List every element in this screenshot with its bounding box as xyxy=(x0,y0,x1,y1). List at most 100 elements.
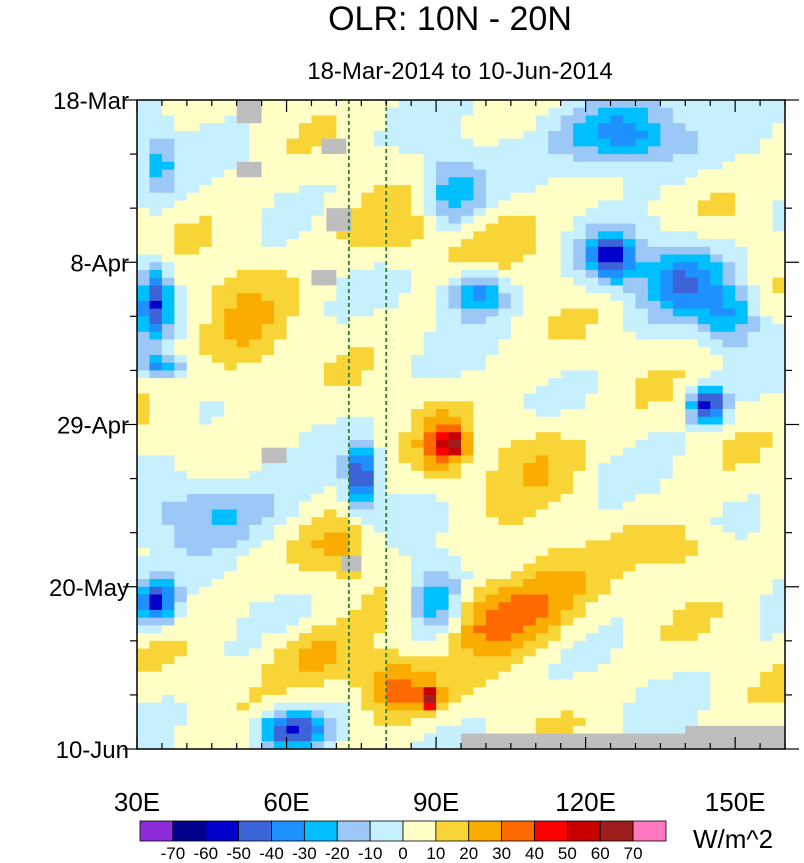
field-cell xyxy=(685,339,699,348)
field-cell xyxy=(249,671,263,681)
field-cell xyxy=(174,640,188,650)
field-cell xyxy=(735,679,749,688)
field-cell xyxy=(772,262,785,271)
field-cell xyxy=(174,223,188,232)
field-cell xyxy=(747,339,761,348)
field-cell xyxy=(760,501,774,511)
field-cell xyxy=(722,154,736,163)
field-cell xyxy=(199,277,213,287)
field-cell xyxy=(211,602,225,611)
field-cell xyxy=(199,409,213,418)
field-cell xyxy=(174,123,188,132)
field-cell xyxy=(523,339,537,348)
field-cell xyxy=(311,455,325,464)
field-cell xyxy=(398,308,412,317)
field-cell xyxy=(224,130,238,140)
field-cell xyxy=(323,733,337,742)
field-cell xyxy=(149,347,163,356)
field-cell xyxy=(386,324,400,333)
field-cell xyxy=(585,548,599,557)
field-cell xyxy=(249,138,263,147)
field-cell xyxy=(635,269,649,279)
field-cell xyxy=(473,378,487,387)
field-cell xyxy=(373,602,387,611)
field-cell xyxy=(722,694,736,704)
field-cell xyxy=(311,463,325,472)
field-cell xyxy=(735,269,749,279)
field-cell xyxy=(747,254,761,263)
field-cell xyxy=(286,656,300,665)
field-cell xyxy=(149,416,163,426)
field-cell xyxy=(485,107,499,117)
field-cell xyxy=(423,123,437,132)
field-cell xyxy=(323,354,337,364)
field-cell xyxy=(498,239,512,248)
field-cell xyxy=(336,741,350,749)
field-cell xyxy=(323,478,337,487)
field-cell xyxy=(373,609,387,619)
field-cell xyxy=(286,509,300,518)
field-cell xyxy=(161,184,175,194)
field-cell xyxy=(498,285,512,294)
field-cell xyxy=(236,300,250,310)
field-cell xyxy=(149,331,163,341)
field-cell xyxy=(149,486,163,495)
field-cell xyxy=(386,239,400,248)
field-cell xyxy=(635,169,649,178)
field-cell xyxy=(249,524,263,534)
field-cell xyxy=(535,200,549,209)
field-cell xyxy=(685,107,699,117)
field-cell xyxy=(697,447,711,457)
field-cell xyxy=(149,208,163,217)
field-cell xyxy=(336,671,350,681)
field-cell xyxy=(672,594,686,603)
field-cell xyxy=(398,401,412,410)
field-cell xyxy=(585,470,599,480)
field-cell xyxy=(535,548,549,557)
field-cell xyxy=(485,432,499,441)
field-cell xyxy=(610,702,624,711)
field-cell xyxy=(635,501,649,511)
field-cell xyxy=(722,269,736,279)
field-cell xyxy=(485,231,499,240)
field-cell xyxy=(760,385,774,395)
field-cell xyxy=(610,586,624,596)
field-cell xyxy=(224,254,238,263)
field-cell xyxy=(398,269,412,279)
field-cell xyxy=(411,370,425,379)
field-cell xyxy=(735,555,749,565)
field-cell xyxy=(722,517,736,526)
field-cell xyxy=(498,123,512,132)
field-cell xyxy=(236,331,250,341)
field-cell xyxy=(274,115,288,124)
field-cell xyxy=(498,424,512,433)
field-cell xyxy=(161,362,175,372)
field-cell xyxy=(224,540,238,549)
field-cell xyxy=(747,563,761,572)
field-cell xyxy=(423,200,437,209)
field-cell xyxy=(398,702,412,711)
field-cell xyxy=(448,633,462,642)
field-cell xyxy=(772,393,785,402)
field-cell xyxy=(274,741,288,749)
field-cell xyxy=(473,609,487,619)
field-cell xyxy=(585,370,599,379)
field-cell xyxy=(311,177,325,186)
field-cell xyxy=(299,285,313,294)
field-cell xyxy=(174,579,188,588)
field-cell xyxy=(598,316,612,325)
field-cell xyxy=(398,463,412,472)
field-cell xyxy=(299,138,313,147)
field-cell xyxy=(336,316,350,325)
field-cell xyxy=(299,293,313,302)
field-cell xyxy=(722,362,736,372)
field-cell xyxy=(224,563,238,572)
field-cell xyxy=(585,215,599,225)
field-cell xyxy=(710,347,724,356)
field-cell xyxy=(336,123,350,132)
field-cell xyxy=(373,223,387,232)
field-cell xyxy=(473,633,487,642)
field-cell xyxy=(461,200,475,209)
field-cell xyxy=(286,184,300,194)
field-cell xyxy=(685,316,699,325)
